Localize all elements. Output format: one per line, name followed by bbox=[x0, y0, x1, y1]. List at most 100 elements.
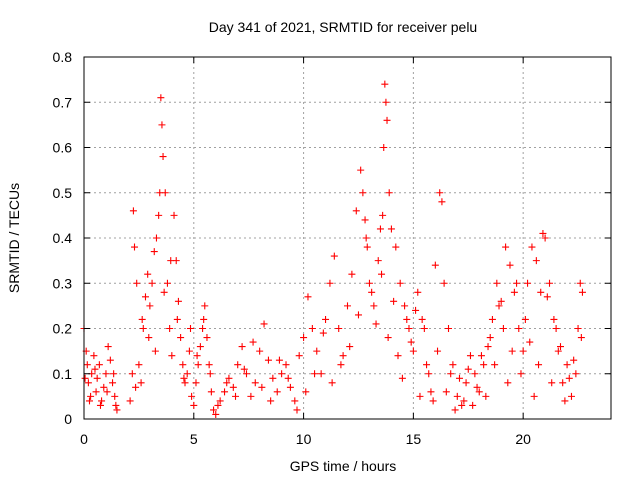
data-point bbox=[200, 315, 208, 323]
data-point bbox=[163, 279, 171, 287]
data-point bbox=[194, 361, 202, 369]
data-point bbox=[440, 279, 448, 287]
data-point bbox=[384, 334, 392, 342]
data-point bbox=[359, 189, 367, 197]
data-point bbox=[425, 370, 433, 378]
data-point bbox=[132, 383, 140, 391]
data-point bbox=[497, 297, 505, 305]
y-tick-label: 0.2 bbox=[53, 321, 73, 337]
y-tick-layer: 0 0.1 0.2 0.3 0.4 0.5 0.6 0.7 0.8 bbox=[53, 49, 611, 427]
data-point bbox=[242, 370, 250, 378]
data-point bbox=[258, 383, 266, 391]
data-point bbox=[144, 270, 152, 278]
data-point bbox=[524, 279, 532, 287]
data-point bbox=[98, 397, 106, 405]
x-tick-label: 10 bbox=[296, 431, 312, 447]
data-point bbox=[420, 325, 428, 332]
data-point bbox=[354, 311, 362, 319]
data-point bbox=[95, 361, 103, 369]
data-point bbox=[372, 320, 380, 328]
data-point bbox=[449, 361, 457, 369]
data-point bbox=[180, 374, 188, 382]
data-point bbox=[223, 379, 231, 387]
data-point bbox=[405, 325, 413, 332]
data-point bbox=[85, 397, 93, 405]
data-point bbox=[380, 144, 388, 151]
data-point bbox=[361, 216, 369, 224]
data-point bbox=[260, 320, 268, 328]
data-point bbox=[137, 379, 145, 387]
data-point bbox=[81, 374, 89, 382]
data-point bbox=[368, 288, 376, 296]
data-point bbox=[552, 325, 560, 332]
y-tick-label: 0.4 bbox=[53, 230, 73, 246]
data-point bbox=[521, 315, 529, 323]
data-point bbox=[199, 325, 207, 332]
data-point bbox=[535, 361, 543, 369]
data-point bbox=[548, 379, 556, 387]
data-point bbox=[482, 392, 490, 400]
data-point bbox=[110, 370, 118, 378]
data-point bbox=[196, 343, 204, 351]
data-point bbox=[550, 315, 558, 323]
data-point bbox=[484, 343, 492, 351]
data-point bbox=[447, 370, 455, 378]
data-point bbox=[396, 279, 404, 287]
data-point bbox=[499, 325, 507, 332]
data-point bbox=[302, 388, 310, 396]
data-point bbox=[383, 116, 391, 124]
data-point bbox=[577, 334, 585, 342]
x-axis-label: GPS time / hours bbox=[290, 458, 397, 474]
data-point bbox=[264, 356, 272, 364]
data-point bbox=[278, 370, 286, 378]
data-point bbox=[146, 302, 154, 310]
data-point bbox=[528, 243, 536, 251]
data-point bbox=[379, 211, 387, 219]
data-point bbox=[330, 252, 338, 260]
data-point bbox=[251, 379, 259, 387]
data-point bbox=[100, 383, 108, 391]
data-point bbox=[519, 347, 527, 355]
data-point bbox=[240, 365, 248, 373]
data-point bbox=[546, 279, 554, 287]
data-point bbox=[376, 225, 384, 233]
data-point bbox=[188, 392, 196, 400]
data-point bbox=[510, 288, 518, 296]
data-point bbox=[141, 293, 149, 301]
data-point bbox=[193, 352, 201, 360]
x-tick-label: 15 bbox=[406, 431, 422, 447]
data-point bbox=[158, 121, 166, 129]
data-point bbox=[150, 248, 158, 256]
data-point bbox=[466, 352, 474, 360]
data-point bbox=[445, 325, 453, 332]
data-point bbox=[427, 388, 435, 396]
data-point bbox=[365, 279, 373, 287]
data-point bbox=[453, 392, 461, 400]
data-point bbox=[319, 329, 327, 337]
data-point bbox=[267, 397, 275, 405]
data-point bbox=[317, 370, 325, 378]
data-point bbox=[412, 306, 420, 314]
y-tick-label: 0.3 bbox=[53, 275, 73, 291]
x-tick-layer: 0 5 10 15 20 bbox=[80, 57, 531, 447]
data-point bbox=[532, 257, 540, 265]
data-point bbox=[429, 397, 437, 405]
data-point bbox=[455, 374, 463, 382]
data-point bbox=[541, 234, 549, 242]
data-point bbox=[207, 388, 215, 396]
data-point bbox=[269, 374, 277, 382]
data-point bbox=[103, 388, 111, 396]
data-point bbox=[300, 334, 308, 342]
data-point bbox=[570, 356, 578, 364]
data-point bbox=[337, 361, 345, 369]
data-point bbox=[173, 315, 181, 323]
grid-layer bbox=[84, 57, 611, 419]
y-tick-label: 0.7 bbox=[53, 94, 73, 110]
data-point bbox=[286, 383, 294, 391]
data-point bbox=[322, 315, 330, 323]
data-point bbox=[152, 234, 160, 242]
y-axis-label: SRMTID / TECUs bbox=[6, 183, 22, 293]
data-point bbox=[517, 370, 525, 378]
data-point bbox=[387, 225, 395, 233]
data-point bbox=[506, 261, 514, 269]
